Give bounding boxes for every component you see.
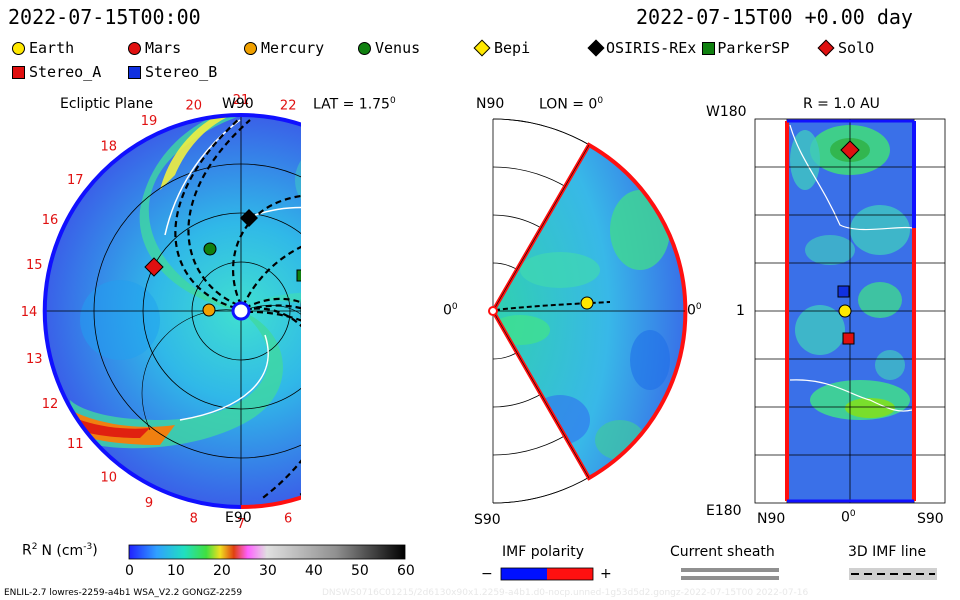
carrington-label: 22 [280,98,297,113]
colorbar-tick: 50 [351,563,369,579]
colorbar-tick: 60 [397,563,415,579]
imf-positive-swatch [547,568,593,580]
carrington-label: 17 [67,173,84,188]
radial-mid-left: 1 [736,303,745,319]
mars-icon [128,41,141,55]
radial-panel [754,118,946,504]
footer-right: DNSWS0716C01215/2d6130x90x1.2259-a4b1.d0… [322,588,809,598]
carrington-label: 10 [101,471,118,486]
rad-mid-text: 0 [841,509,850,526]
carrington-label: 6 [284,512,292,527]
rad-mid-sup: 0 [849,509,856,519]
radial-bottom-left: E180 [706,503,742,519]
imf-polarity-title: IMF polarity [502,544,585,560]
stereo-b-icon [128,65,141,79]
legend-osiris: OSIRIS-REx ParkerSP [587,39,790,57]
legend-stereo-a-label: Stereo_A [29,63,102,81]
legend-mercury-label: Mercury [261,39,325,57]
carrington-label: 16 [42,213,59,228]
legend-earth: Earth [12,39,74,57]
cb-sup2: -3 [83,542,93,552]
carrington-label: 13 [26,352,43,367]
radial-r-label: R = 1.0 AU [803,96,880,112]
legend-stereo-a: Stereo_A [12,63,101,81]
legend-venus: Venus [358,39,420,57]
radial-top-left: W180 [706,104,747,120]
legend-bepi: Bepi [473,39,531,57]
carrington-label: 11 [67,437,84,452]
carrington-label: 14 [21,305,38,320]
carrington-label: 7 [237,517,245,532]
meridional-panel [300,100,688,520]
lat-text: LAT = 1.75 [313,96,390,113]
carrington-label: 15 [26,258,43,273]
radial-x-left: N90 [757,511,786,527]
colorbar-tick: 0 [125,563,134,579]
colorbar-tick: 40 [305,563,323,579]
carrington-label: 20 [186,98,203,113]
venus-icon [358,41,371,55]
carrington-label: 19 [141,114,158,129]
imf-plus: + [600,566,612,582]
carrington-label: 21 [233,93,250,108]
imf-minus: − [481,566,493,582]
carrington-label: 9 [145,496,153,511]
current-sheath-title: Current sheath [670,544,775,560]
ecl-right-sup: 0 [451,302,458,312]
imf3d-title: 3D IMF line [848,544,927,560]
time-left: 2022-07-15T00:00 [8,5,201,29]
cb-end: ) [92,542,98,559]
mer-right-sup: 0 [695,302,702,312]
meridional-top-label: N90 [476,96,505,112]
legend-solo-label: SolO [838,39,875,57]
ecliptic-right-label: 00 [443,302,458,319]
ecliptic-bottom-label: E90 [225,510,252,526]
colorbar-tick: 20 [213,563,231,579]
legend-mercury: Mercury [244,39,324,57]
mercury-icon [244,41,257,55]
ecliptic-title: Ecliptic Plane [60,96,154,112]
mer-right-text: 0 [687,302,696,319]
cb-mid: N (cm [41,542,84,559]
ecliptic-top-label: W90 [222,96,254,112]
cb-sup: 2 [31,542,38,552]
carrington-label: 12 [42,397,59,412]
parker-icon [702,41,716,55]
legend-parker-label: ParkerSP [717,39,790,57]
lat-sup: 0 [389,96,396,106]
lon-text: LON = 0 [539,96,598,113]
radial-x-mid: 00 [841,509,856,526]
legend-stereo-b-label: Stereo_B [145,63,218,81]
density-colorbar [128,544,406,560]
colorbar-tick: 30 [259,563,277,579]
legend-mars: Mars [128,39,181,57]
legend-stereo-b: Stereo_B [128,63,217,81]
meridional-bottom-label: S90 [474,512,501,528]
ecl-right-text: 0 [443,302,452,319]
cb-r: R [22,542,32,559]
legend-osiris-label: OSIRIS-REx [606,39,697,57]
legend-earth-label: Earth [29,39,75,57]
legend-venus-label: Venus [375,39,421,57]
lon-sup: 0 [597,96,604,106]
time-right: 2022-07-15T00 +0.00 day [636,5,913,29]
colorbar-tick: 10 [167,563,185,579]
ecliptic-lat-label: LAT = 1.750 [313,96,396,113]
imf3d-swatch [849,568,937,580]
legend-mars-label: Mars [145,39,182,57]
carrington-label: 18 [101,139,118,154]
footer-left: ENLIL-2.7 lowres-2259-a4b1 WSA_V2.2 GONG… [4,588,243,598]
imf-negative-swatch [501,568,547,580]
legend-bepi-label: Bepi [494,39,531,57]
current-sheath-swatch [681,568,779,580]
carrington-label: 8 [190,512,198,527]
stereo-a-icon [12,65,25,79]
legend-solo: SolO [817,39,875,57]
colorbar-label: R2 N (cm-3) [22,542,98,559]
earth-icon [12,41,25,55]
radial-x-right: S90 [917,511,944,527]
meridional-lon-label: LON = 00 [539,96,603,113]
meridional-right-label: 00 [687,302,702,319]
